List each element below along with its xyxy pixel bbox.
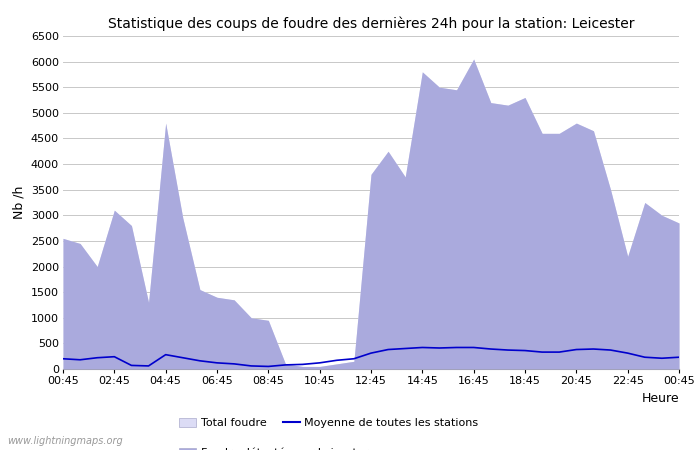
Legend: Foudre détectée par Leicester: Foudre détectée par Leicester xyxy=(179,448,368,450)
Y-axis label: Nb /h: Nb /h xyxy=(12,186,25,219)
X-axis label: Heure: Heure xyxy=(641,392,679,405)
Text: www.lightningmaps.org: www.lightningmaps.org xyxy=(7,436,122,446)
Title: Statistique des coups de foudre des dernières 24h pour la station: Leicester: Statistique des coups de foudre des dern… xyxy=(108,16,634,31)
